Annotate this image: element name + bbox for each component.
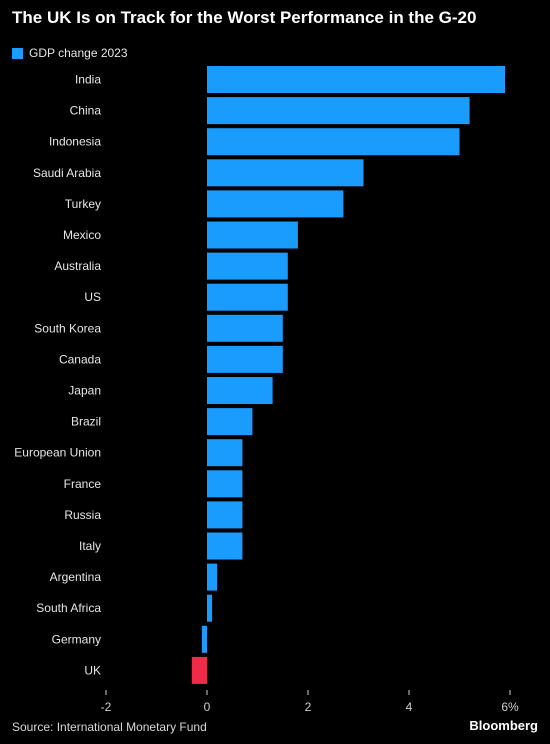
x-tick-label: 6%: [501, 700, 519, 714]
category-label: Argentina: [50, 570, 102, 584]
bar-canada: [207, 345, 283, 373]
category-label: Brazil: [71, 415, 101, 429]
legend-swatch: [12, 47, 23, 59]
bar-russia: [207, 501, 243, 529]
category-label: Italy: [79, 539, 101, 553]
bar-australia: [207, 252, 288, 280]
bar-us: [207, 283, 288, 311]
bar-china: [207, 97, 470, 125]
category-label: France: [64, 477, 102, 491]
bar-brazil: [207, 408, 253, 436]
category-label: Australia: [54, 259, 101, 273]
bar-france: [207, 470, 243, 498]
category-label: India: [75, 73, 101, 87]
bar-turkey: [207, 190, 344, 218]
x-tick-label: -2: [101, 700, 112, 714]
bar-european-union: [207, 439, 243, 467]
x-tick-label: 0: [204, 700, 211, 714]
category-label: South Africa: [36, 601, 101, 615]
bar-south-africa: [207, 594, 213, 622]
bar-chart: India China Indonesia Saudi Arabia Turkey Mex…: [14, 66, 519, 714]
bar-argentina: [207, 563, 218, 591]
category-label: UK: [84, 663, 101, 677]
category-label: China: [70, 104, 102, 118]
bloomberg-logo: Bloomberg: [469, 718, 538, 733]
bar-uk: [191, 656, 207, 684]
category-label: Canada: [59, 352, 101, 366]
bar-india: [207, 66, 505, 93]
x-tick-label: 2: [305, 700, 312, 714]
category-label: Germany: [52, 632, 101, 646]
category-label: Indonesia: [49, 135, 101, 149]
legend: GDP change 2023: [12, 46, 128, 60]
bar-indonesia: [207, 128, 460, 156]
category-label: South Korea: [34, 321, 101, 335]
category-label: Saudi Arabia: [33, 166, 101, 180]
x-tick-label: 4: [406, 700, 413, 714]
bar-south-korea: [207, 314, 283, 342]
bar-italy: [207, 532, 243, 560]
source-note: Source: International Monetary Fund: [12, 720, 207, 734]
category-label: Russia: [64, 508, 101, 522]
category-label: Japan: [68, 384, 101, 398]
category-label: European Union: [14, 446, 101, 460]
category-label: US: [84, 290, 101, 304]
legend-label: GDP change 2023: [29, 46, 128, 60]
category-label: Turkey: [65, 197, 101, 211]
category-label: Mexico: [63, 228, 101, 242]
bar-saudi-arabia: [207, 159, 364, 187]
bar-germany: [201, 625, 207, 653]
bar-japan: [207, 377, 273, 404]
chart-title: The UK Is on Track for the Worst Perform…: [12, 8, 477, 27]
bar-mexico: [207, 221, 298, 249]
